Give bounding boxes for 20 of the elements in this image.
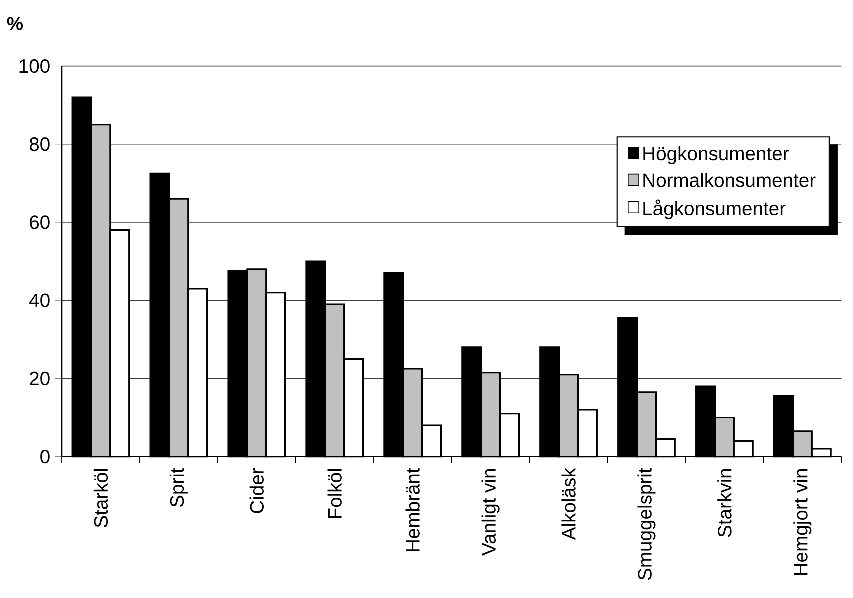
x-tick-label: Starköl <box>94 470 108 528</box>
x-tick-label: Smuggelsprit <box>638 468 656 580</box>
y-tick-label: 40 <box>30 294 50 308</box>
x-tick-label: Hemgjort vin <box>794 470 812 576</box>
x-tick-label: Folköl <box>328 470 342 518</box>
x-tick-label: Cider <box>250 468 264 514</box>
x-tick-label: Starkvin <box>718 470 732 538</box>
legend-label: Normalkonsumenter <box>644 173 816 188</box>
y-tick-label: 80 <box>30 138 50 152</box>
y-axis-title: % <box>7 17 23 30</box>
x-tick-label: Vanligt vin <box>482 470 500 556</box>
legend-label: Lågkonsumenter <box>644 200 786 220</box>
y-tick-label: 0 <box>40 450 50 464</box>
y-tick-label: 60 <box>30 216 50 230</box>
y-tick-label: 100 <box>20 60 50 74</box>
y-tick-label: 20 <box>30 372 50 386</box>
legend-label: Högkonsumenter <box>644 146 789 165</box>
x-tick-label: Alkoläsk <box>562 468 576 540</box>
x-tick-label: Sprit <box>170 468 188 508</box>
x-tick-label: Hembränt <box>406 468 420 552</box>
